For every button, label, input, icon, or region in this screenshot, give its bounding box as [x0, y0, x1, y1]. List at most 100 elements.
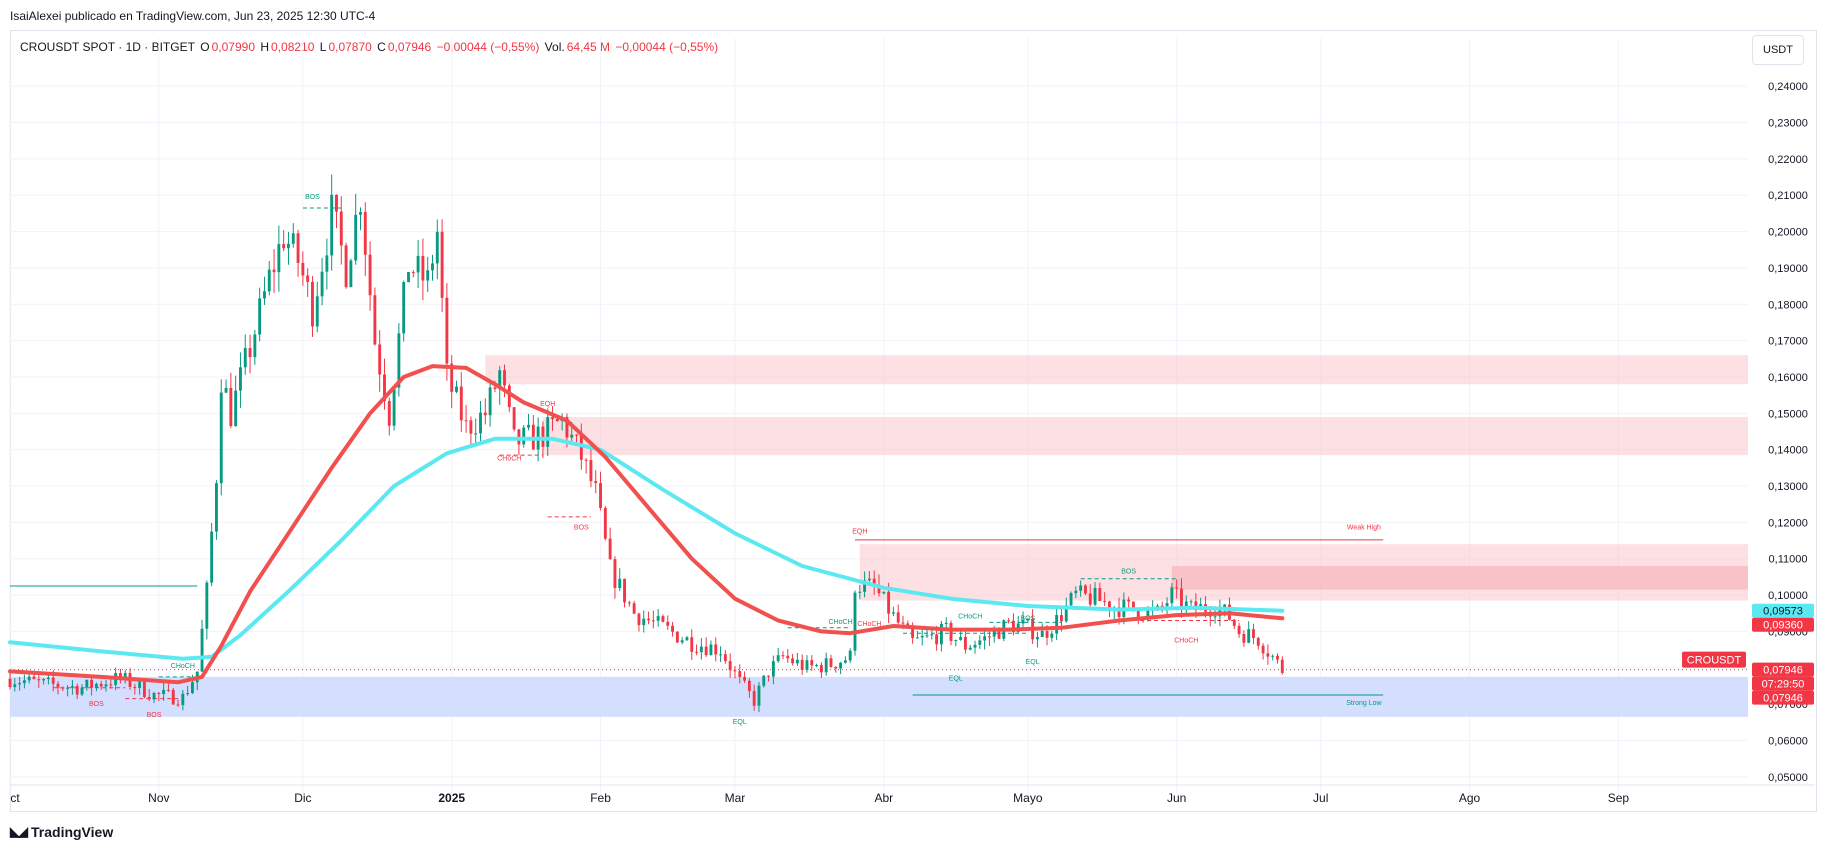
candle-body	[935, 634, 939, 645]
candle-body	[1271, 655, 1275, 657]
annotation-label: Weak High	[1347, 525, 1381, 532]
candle-body	[85, 679, 89, 688]
candle-body	[1093, 588, 1097, 605]
y-tick-label: 0,22000	[1768, 154, 1808, 166]
price-tag	[1752, 690, 1814, 705]
volume-value: 64,45 M	[566, 40, 611, 54]
candle-body	[1064, 605, 1068, 622]
candle-body	[282, 244, 286, 249]
candle-body	[939, 623, 943, 645]
annotation-label: EQH	[852, 528, 867, 535]
price-tag-label: 0,09573	[1763, 606, 1803, 618]
candle-body	[368, 254, 372, 296]
candle-body	[215, 483, 218, 532]
y-tick-label: 0,23000	[1768, 118, 1808, 130]
candle-body	[594, 481, 598, 484]
candle-body	[171, 689, 175, 705]
x-tick-label: Feb	[590, 791, 611, 805]
candle-body	[315, 296, 319, 327]
candle-body	[397, 333, 401, 388]
symbol-name[interactable]: CROUSDT SPOT · 1D · BITGET	[20, 40, 195, 54]
candle-body	[1103, 600, 1107, 602]
candle-body	[440, 231, 444, 298]
annotation-label: BOS	[147, 712, 162, 719]
candle-body	[1213, 616, 1217, 618]
candle-body	[138, 681, 142, 689]
candle-body	[1055, 615, 1059, 634]
candle-body	[421, 255, 425, 281]
candle-body	[1280, 659, 1284, 673]
candle-body	[551, 417, 554, 420]
candle-body	[416, 255, 420, 273]
supply-zone	[485, 355, 1749, 385]
candle-body	[291, 233, 295, 244]
candle-body	[1060, 615, 1063, 622]
volume-change: −0,00044 (−0,55%)	[615, 40, 719, 54]
symbol-legend: CROUSDT SPOT · 1D · BITGET O 0,07990 H 0,0…	[20, 40, 720, 54]
candle-body	[1035, 637, 1039, 640]
candle-body	[1276, 655, 1279, 660]
candle-body	[363, 212, 367, 255]
currency-button[interactable]: USDT	[1752, 35, 1804, 65]
close-value: 0,07946	[387, 40, 432, 54]
candle-body	[1136, 610, 1140, 619]
time-axis: ct Nov Dic 2025 Feb Mar Abr Mayo Jun Jul Ago Sep	[10, 784, 1815, 805]
x-tick-label: Abr	[874, 791, 893, 805]
price-tag	[1752, 662, 1814, 677]
candle-body	[75, 685, 79, 695]
y-tick-label: 0,13000	[1768, 481, 1808, 493]
candle-body	[867, 578, 871, 581]
candle-body	[1074, 590, 1078, 594]
candle-body	[1170, 587, 1174, 604]
candle-body	[925, 635, 929, 637]
candle-body	[1189, 601, 1193, 603]
candle-body	[445, 297, 449, 364]
candle-body	[810, 660, 814, 666]
supply_strong-zone	[1171, 565, 1748, 590]
candle-body	[915, 637, 919, 639]
candle-body	[762, 675, 766, 686]
candle-body	[819, 665, 823, 673]
price-tag-label: 0,09360	[1763, 620, 1803, 632]
candle-body	[181, 693, 185, 705]
candle-body	[781, 655, 785, 657]
candle-body	[1180, 588, 1183, 608]
candle-body	[1232, 619, 1236, 626]
candle-body	[402, 282, 406, 334]
candle-body	[1184, 601, 1188, 608]
candle-body	[1175, 587, 1179, 589]
candle-body	[584, 459, 588, 461]
candle-body	[987, 636, 991, 638]
candle-body	[344, 245, 348, 288]
candle-body	[853, 592, 857, 651]
y-tick-label: 0,06000	[1768, 735, 1808, 747]
candle-body	[565, 416, 569, 438]
candle-body	[162, 689, 166, 694]
candle-body	[70, 685, 74, 688]
tradingview-brand[interactable]: ◣◢ TradingView	[10, 824, 113, 840]
candle-body	[983, 636, 987, 641]
candle-body	[613, 559, 617, 589]
annotation-label: BOS	[1121, 568, 1136, 575]
candle-body	[498, 370, 502, 389]
candle-body	[435, 231, 439, 264]
candle-body	[911, 627, 915, 638]
candle-body	[1108, 601, 1111, 611]
candle-body	[503, 370, 506, 386]
candle-body	[963, 637, 967, 650]
candle-body	[709, 644, 713, 656]
candle-body	[863, 580, 867, 592]
candle-body	[335, 194, 338, 212]
x-tick-label: Jul	[1313, 791, 1328, 805]
candle-body	[1069, 593, 1073, 606]
candle-body	[450, 363, 454, 392]
candle-body	[704, 646, 708, 656]
candle-body	[392, 387, 396, 426]
candle-body	[599, 483, 602, 508]
candle-body	[752, 691, 756, 706]
candle-body	[834, 666, 838, 669]
candle-body	[104, 684, 108, 687]
candle-body	[1098, 588, 1102, 601]
candle-body	[1237, 625, 1241, 634]
